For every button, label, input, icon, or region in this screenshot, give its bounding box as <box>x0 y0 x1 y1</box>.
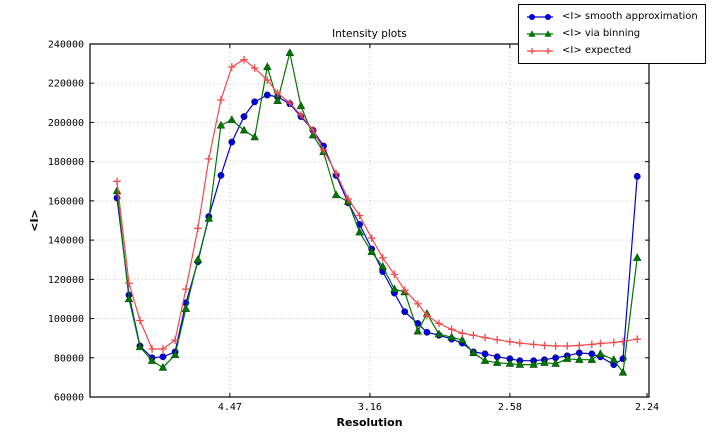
series-1-marker-triangle <box>181 304 191 312</box>
series-0-marker-circle <box>423 328 431 336</box>
legend-item: <I> smooth approximation <box>525 9 698 25</box>
series-1-marker-triangle <box>563 354 572 362</box>
series-1-marker-triangle <box>112 186 122 195</box>
series-1-marker-triangle <box>551 359 560 367</box>
series-1-marker-triangle <box>529 360 538 368</box>
series-1-marker-triangle <box>250 132 259 141</box>
series-0-marker-circle <box>217 171 225 179</box>
series-0-marker-circle <box>633 172 641 180</box>
legend-label: <I> expected <box>562 45 632 56</box>
series-1-marker-triangle <box>135 342 145 351</box>
series-1-marker-triangle <box>458 335 467 344</box>
series-1-marker-triangle <box>227 115 237 123</box>
series-1-marker-triangle <box>204 213 214 222</box>
y-tick-label: 220000 <box>48 79 84 90</box>
legend-circle-sample-icon <box>527 14 553 20</box>
series-1-marker-triangle <box>540 358 549 366</box>
series-0-marker-circle <box>228 138 236 146</box>
legend-label: <I> via binning <box>562 28 641 39</box>
series-1-marker-triangle <box>239 125 249 134</box>
series-1-marker-triangle <box>618 367 628 376</box>
series-0-marker-circle <box>240 113 248 120</box>
series-line-0 <box>116 94 638 366</box>
series-1-marker-triangle <box>124 294 134 303</box>
x-tick-label: 3.16 <box>358 402 382 413</box>
y-tick-label: 200000 <box>48 118 84 129</box>
series-line-1 <box>116 52 638 374</box>
legend-item: <I> expected <box>525 43 698 59</box>
y-tick-label: 80000 <box>54 353 84 364</box>
series-1-marker-triangle <box>390 284 399 293</box>
series-1-marker-triangle <box>296 101 306 110</box>
legend-triangle-sample-icon <box>527 30 553 37</box>
x-tick-label: 2.24 <box>635 402 659 413</box>
legend-plus-sample-icon <box>527 48 553 54</box>
series-0-marker-circle <box>481 350 489 358</box>
y-tick-label: 160000 <box>48 196 84 207</box>
legend-item: <I> via binning <box>525 26 698 42</box>
series-1-marker-triangle <box>355 227 364 236</box>
chart-title: Intensity plots <box>332 28 407 40</box>
series-1-marker-triangle <box>147 356 157 364</box>
series-1-marker-triangle <box>447 332 456 341</box>
x-tick-label: 4.47 <box>218 402 242 413</box>
series-0-marker-circle <box>401 308 409 316</box>
series-1-marker-triangle <box>193 255 203 263</box>
series-1-marker-triangle <box>480 356 490 364</box>
series-1-marker-triangle <box>492 358 502 366</box>
series-1-marker-triangle <box>285 48 295 56</box>
series-1-marker-triangle <box>273 96 282 104</box>
series-1-marker-triangle <box>632 253 642 261</box>
series-0-marker-circle <box>159 353 167 361</box>
legend-label: <I> smooth approximation <box>562 11 698 22</box>
series-1-marker-triangle <box>515 360 525 368</box>
y-axis-label: <I> <box>28 209 41 232</box>
y-tick-label: 240000 <box>48 40 84 51</box>
series-1-marker-triangle <box>331 190 341 199</box>
y-tick-label: 180000 <box>48 157 84 168</box>
series-line-2 <box>116 59 638 350</box>
series-1-marker-triangle <box>587 355 597 363</box>
series-1-marker-triangle <box>596 349 605 357</box>
series-0-marker-circle <box>575 349 583 357</box>
series-1-marker-triangle <box>469 348 478 356</box>
series-1-marker-triangle <box>216 120 226 129</box>
series-1-marker-triangle <box>367 247 376 255</box>
series-1-marker-triangle <box>575 355 584 363</box>
y-tick-label: 100000 <box>48 314 84 325</box>
series-0-marker-circle <box>263 91 271 99</box>
series-1-marker-triangle <box>158 362 168 371</box>
series-1-marker-triangle <box>413 326 423 335</box>
legend-box: <I> smooth approximation <I> via binning <… <box>518 4 706 64</box>
series-1-marker-triangle <box>378 261 387 270</box>
y-tick-label: 140000 <box>48 236 84 247</box>
y-tick-label: 120000 <box>48 275 84 286</box>
x-axis-label: Resolution <box>336 416 402 429</box>
series-1-marker-triangle <box>505 359 515 367</box>
series-1-marker-triangle <box>609 355 619 363</box>
series-1-marker-triangle <box>263 62 272 71</box>
series-1-marker-triangle <box>434 329 444 338</box>
series-1-marker-triangle <box>170 350 180 358</box>
series-0-marker-circle <box>251 98 259 106</box>
y-tick-label: 60000 <box>54 393 84 404</box>
x-tick-label: 2.58 <box>498 402 522 413</box>
